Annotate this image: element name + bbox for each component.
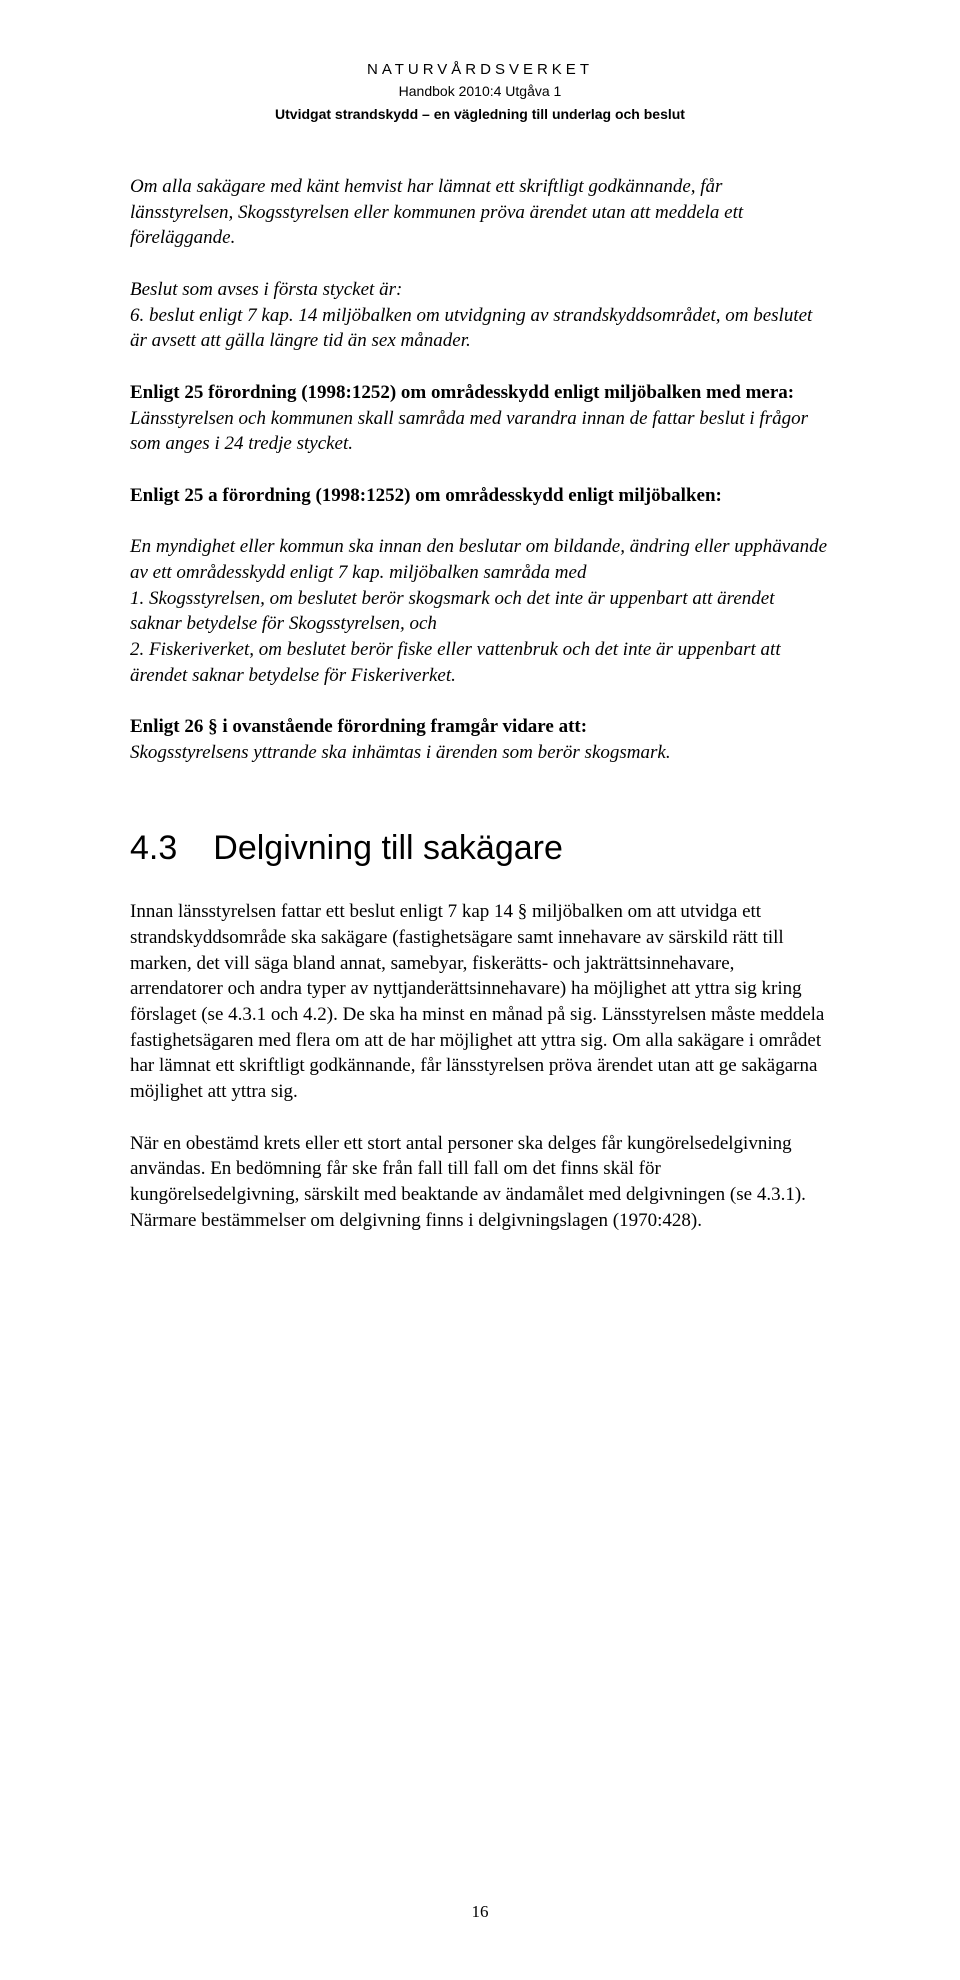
heading-25-forordning: Enligt 25 förordning (1998:1252) om områ… <box>130 380 830 406</box>
section-title: Delgivning till sakägare <box>213 829 563 867</box>
section-number: 4.3 <box>130 826 177 872</box>
paragraph-26-body: Skogsstyrelsens yttrande ska inhämtas i … <box>130 740 830 766</box>
paragraph-beslut-intro: Beslut som avses i första stycket är: <box>130 277 830 303</box>
header-agency: NATURVÅRDSVERKET <box>130 60 830 80</box>
paragraph-delgivning-2: När en obestämd krets eller ett stort an… <box>130 1131 830 1234</box>
document-header: NATURVÅRDSVERKET Handbok 2010:4 Utgåva 1… <box>130 60 830 124</box>
paragraph-myndighet-item1: 1. Skogsstyrelsen, om beslutet berör sko… <box>130 586 830 637</box>
header-handbook: Handbok 2010:4 Utgåva 1 <box>130 82 830 101</box>
paragraph-myndighet-intro: En myndighet eller kommun ska innan den … <box>130 534 830 585</box>
heading-26-forordning: Enligt 26 § i ovanstående förordning fra… <box>130 714 830 740</box>
paragraph-beslut-item6: 6. beslut enligt 7 kap. 14 miljöbalken o… <box>130 303 830 354</box>
paragraph-25-body: Länsstyrelsen och kommunen skall samråda… <box>130 406 830 457</box>
section-heading-4-3: 4.3 Delgivning till sakägare <box>130 826 830 872</box>
paragraph-intro: Om alla sakägare med känt hemvist har lä… <box>130 174 830 251</box>
page-number: 16 <box>0 1901 960 1924</box>
heading-25a-forordning: Enligt 25 a förordning (1998:1252) om om… <box>130 483 830 509</box>
paragraph-myndighet-item2: 2. Fiskeriverket, om beslutet berör fisk… <box>130 637 830 688</box>
header-subtitle: Utvidgat strandskydd – en vägledning til… <box>130 105 830 124</box>
paragraph-delgivning-1: Innan länsstyrelsen fattar ett beslut en… <box>130 899 830 1104</box>
